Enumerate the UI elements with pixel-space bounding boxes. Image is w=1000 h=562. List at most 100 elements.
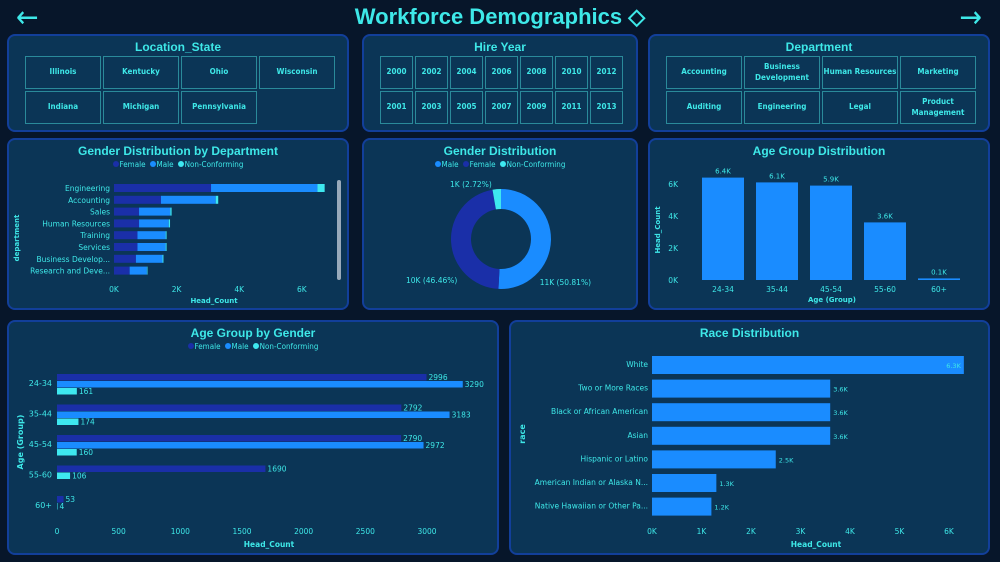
bar-female (57, 465, 266, 472)
slicer-tile[interactable]: 2012 (590, 56, 623, 89)
y-tick: 6K (668, 180, 679, 189)
bar (652, 379, 831, 398)
forward-arrow-icon[interactable]: → (959, 0, 982, 35)
bar (864, 222, 906, 280)
legend-female: Female (469, 160, 496, 169)
slicer-tile[interactable]: Indiana (25, 91, 101, 124)
bar-female (114, 243, 138, 251)
donut-slice-female (450, 189, 500, 289)
slicer-tile[interactable]: Legal (822, 91, 898, 124)
slicer-tile[interactable]: 2007 (485, 91, 518, 124)
slicer-hire-year: Hire Year 2000 2002 2004 2006 2008 2010 2012 20… (362, 34, 638, 132)
chart-title: Race Distribution (699, 326, 800, 340)
slicer-tile[interactable]: Michigan (103, 91, 179, 124)
slicer-tile[interactable]: 2008 (520, 56, 553, 89)
slicer-location-state: Location_State Illinois Kentucky Ohio Wisco… (7, 34, 349, 132)
legend-female: Female (194, 342, 221, 351)
y-axis-label: Head_Count (654, 206, 662, 254)
bar-male (129, 266, 147, 275)
slicer-tile[interactable]: 2005 (450, 91, 483, 124)
slicer-tile[interactable]: 2003 (415, 91, 448, 124)
y-tick: 4K (668, 212, 679, 221)
scrollbar[interactable] (337, 180, 341, 280)
x-tick: 4K (234, 285, 245, 294)
legend: Female Male Non-Conforming (9, 342, 497, 351)
x-axis-label: Head_Count (791, 540, 842, 549)
bar-non-conforming (57, 388, 77, 395)
category-label: Services (78, 243, 110, 252)
data-label: 3.6K (833, 433, 848, 441)
bar-male (139, 219, 169, 228)
data-label: 1.2K (714, 504, 729, 512)
chart-title: Gender Distribution by Department (77, 144, 279, 158)
slicer-tile[interactable]: Wisconsin (259, 56, 335, 89)
bar-female (57, 496, 64, 503)
slicer-tile[interactable]: 2006 (485, 56, 518, 89)
bar-female (114, 184, 212, 192)
x-tick: 3K (796, 527, 807, 536)
category-label: Asian (628, 431, 649, 440)
bar-non-conforming (317, 184, 325, 192)
x-axis-label: Head_Count (244, 540, 295, 549)
bar-female (57, 404, 402, 411)
chart-title: Gender Distribution (443, 144, 557, 158)
bar-female (57, 435, 402, 442)
x-tick: 6K (297, 285, 308, 294)
bar-non-conforming (168, 219, 171, 228)
y-axis-label: race (518, 424, 527, 444)
bar-non-conforming (165, 231, 167, 240)
back-arrow-icon[interactable]: ← (16, 0, 39, 35)
slicer-tile[interactable]: 2004 (450, 56, 483, 89)
bar (918, 278, 960, 280)
category-label: 35-44 (29, 410, 52, 419)
slicer-department: Department Accounting Business Developmen… (648, 34, 990, 132)
category-label: Accounting (68, 196, 110, 205)
bar-female (114, 266, 130, 275)
slicer-tile[interactable]: 2002 (415, 56, 448, 89)
x-tick: 2000 (294, 527, 313, 536)
slicer-title: Department (785, 40, 853, 54)
data-label: 174 (80, 418, 95, 427)
slicer-tile[interactable]: 2011 (555, 91, 588, 124)
data-label: 3183 (452, 411, 471, 420)
slicer-tile[interactable]: 2001 (380, 91, 413, 124)
chart-title: Age Group by Gender (190, 326, 316, 340)
y-tick: 0K (668, 276, 679, 285)
slicer-tile[interactable]: Engineering (744, 91, 820, 124)
legend-female: Female (119, 160, 146, 169)
slicer-tile[interactable]: 2000 (380, 56, 413, 89)
slicer-tile[interactable]: Auditing (666, 91, 742, 124)
category-label: Business Develop... (37, 255, 110, 264)
bar-male (211, 184, 318, 192)
slicer-tile[interactable]: Business Development (744, 56, 820, 89)
legend-nc: Non-Conforming (506, 160, 566, 169)
x-tick: 0K (647, 527, 658, 536)
slicer-tile[interactable]: Illinois (25, 56, 101, 89)
slicer-tile[interactable]: 2010 (555, 56, 588, 89)
slicer-tile[interactable]: Pennsylvania (181, 91, 257, 124)
data-label: 3.6K (833, 386, 848, 394)
slicer-tile[interactable]: Human Resources (822, 56, 898, 89)
data-label: 3290 (465, 380, 484, 389)
slicer-tile[interactable]: Kentucky (103, 56, 179, 89)
x-tick: 500 (112, 527, 127, 536)
gender-by-department-chart: Gender Distribution by Department Female… (7, 138, 349, 310)
slicer-tile[interactable]: Ohio (181, 56, 257, 89)
data-label: 160 (79, 448, 94, 457)
bar-male (160, 195, 216, 204)
slicer-tile[interactable]: 2013 (590, 91, 623, 124)
x-tick: 3000 (417, 527, 436, 536)
slicer-tile[interactable]: Accounting (666, 56, 742, 89)
data-label: 161 (79, 387, 94, 396)
slicer-title: Location_State (134, 40, 221, 54)
x-tick: 0 (55, 527, 60, 536)
bar-female (114, 207, 140, 216)
bar-female (114, 219, 140, 228)
slicer-tile[interactable]: Marketing (900, 56, 976, 89)
bar (756, 182, 798, 280)
slicer-tile[interactable]: 2009 (520, 91, 553, 124)
category-label: 45-54 (29, 440, 52, 449)
slicer-tile[interactable]: Product Management (900, 91, 976, 124)
legend-nc: Non-Conforming (259, 342, 319, 351)
eraser-icon[interactable]: ◇ (628, 4, 646, 29)
